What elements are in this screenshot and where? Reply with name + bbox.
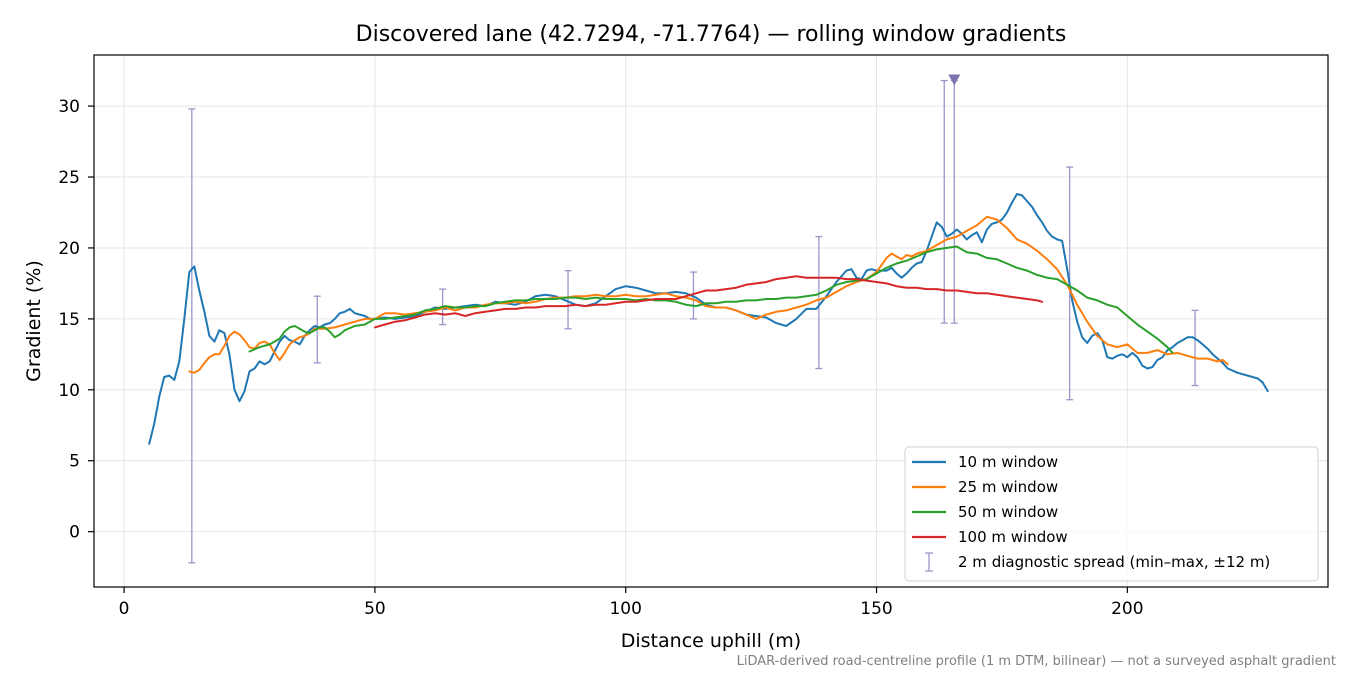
diagnostic-spread <box>188 79 1199 564</box>
plot-frame <box>93 54 1329 588</box>
y-tick-label: 20 <box>58 239 80 259</box>
legend-label-50m: 50 m window <box>958 503 1058 521</box>
x-tick-label: 100 <box>609 599 641 619</box>
legend: 10 m window 25 m window 50 m window 100 … <box>904 446 1319 582</box>
chart-title: Discovered lane (42.7294, -71.7764) — ro… <box>356 22 1067 47</box>
diagnostic-bar <box>564 269 572 330</box>
diagnostic-bar <box>940 79 948 324</box>
legend-swatch-diagnostic <box>925 552 933 572</box>
legend-label-10m: 10 m window <box>958 453 1058 471</box>
series-line-2 <box>188 215 1229 374</box>
y-tick-label: 15 <box>58 310 80 330</box>
y-tick-label: 5 <box>69 452 80 472</box>
series-line-3 <box>248 245 1174 354</box>
series-lines <box>148 193 1269 445</box>
legend-label-diagnostic: 2 m diagnostic spread (min–max, ±12 m) <box>958 553 1270 571</box>
y-tick-label: 30 <box>58 97 80 117</box>
axis-ticks: 0 50 100 150 200 0 5 10 15 20 25 30 <box>58 97 1143 619</box>
peak-marker <box>948 74 961 86</box>
x-tick-label: 0 <box>119 599 130 619</box>
x-axis-label: Distance uphill (m) <box>621 630 801 652</box>
y-tick-label: 10 <box>58 381 80 401</box>
y-tick-label: 25 <box>58 168 80 188</box>
series-line-4 <box>373 275 1044 329</box>
y-axis-label: Gradient (%) <box>23 260 45 382</box>
y-tick-label: 0 <box>69 523 80 543</box>
diagnostic-bar <box>815 235 823 370</box>
footnote: LiDAR-derived road-centreline profile (1… <box>737 654 1336 669</box>
x-tick-label: 200 <box>1111 599 1143 619</box>
x-tick-label: 150 <box>860 599 892 619</box>
diagnostic-bar <box>1191 309 1199 387</box>
legend-box <box>904 446 1319 582</box>
peak-marker-triangle <box>948 74 961 86</box>
legend-label-25m: 25 m window <box>958 478 1058 496</box>
legend-label-100m: 100 m window <box>958 528 1068 546</box>
diagnostic-bar <box>188 108 196 564</box>
x-tick-label: 50 <box>364 599 386 619</box>
